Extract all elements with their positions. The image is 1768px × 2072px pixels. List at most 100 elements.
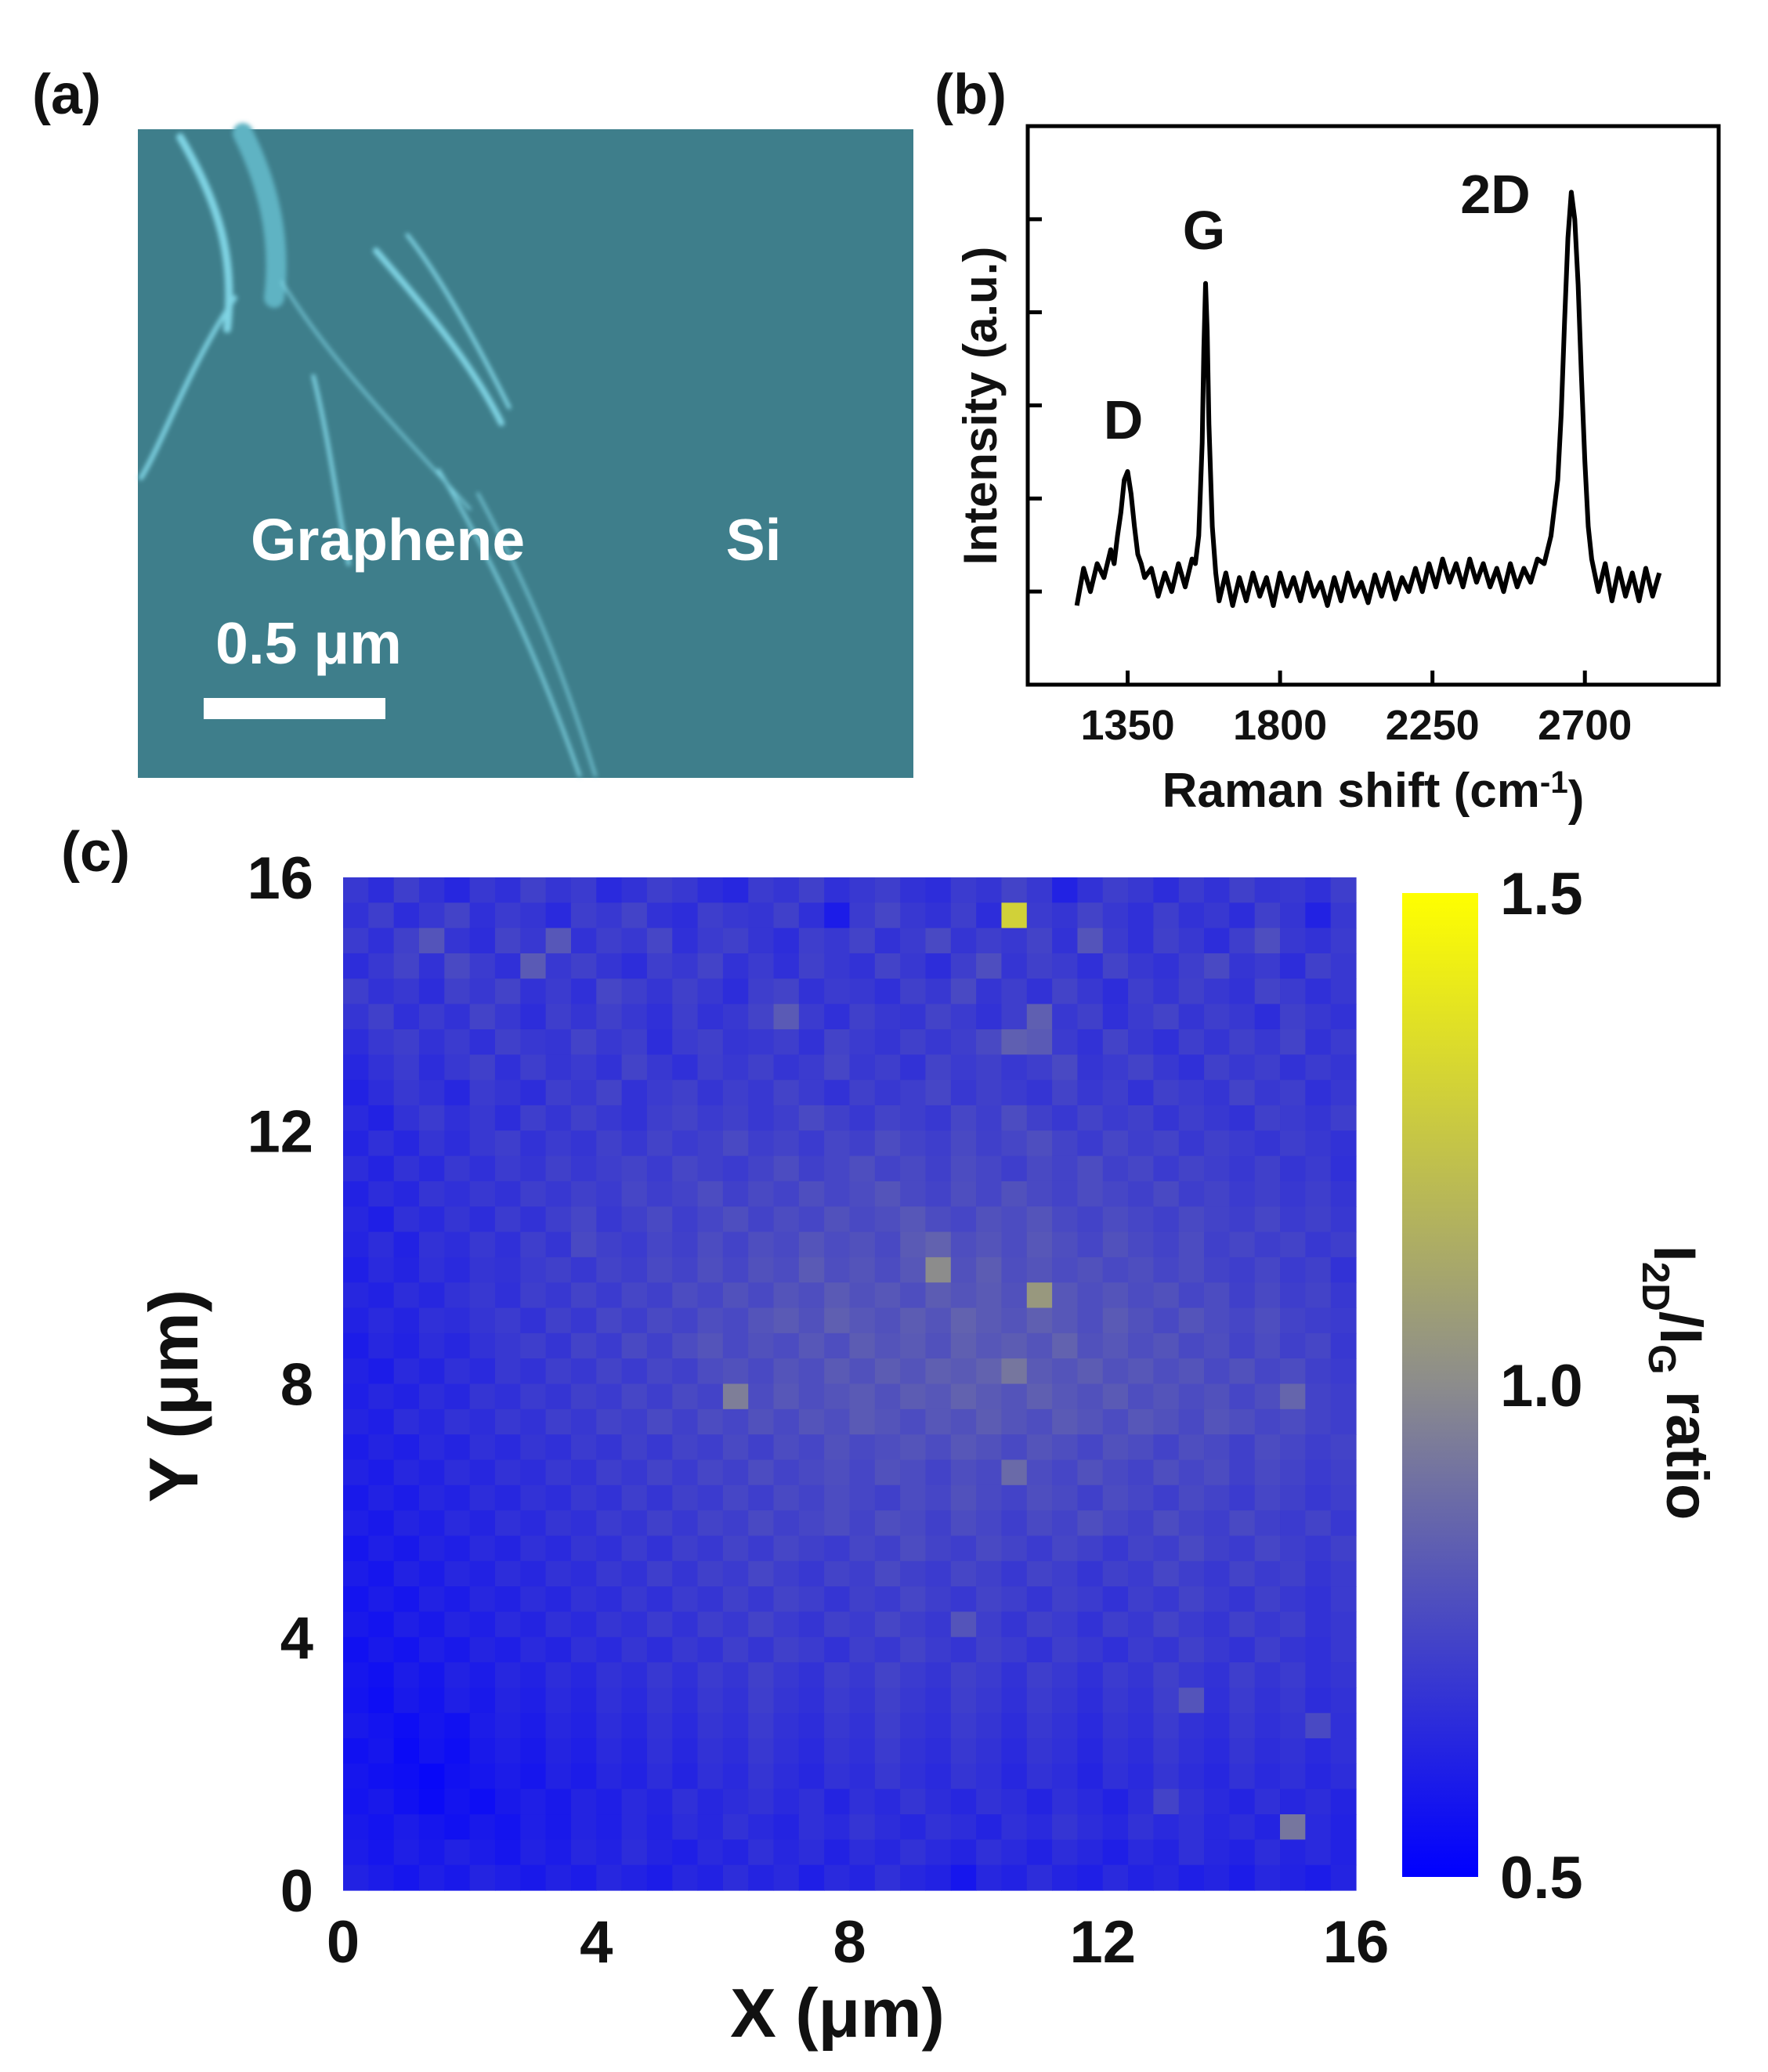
heatmap-cell (1052, 1814, 1079, 1840)
heatmap-cell (1052, 1105, 1079, 1131)
heatmap-cell (798, 1105, 825, 1131)
heatmap-cell (925, 1864, 952, 1891)
heatmap-cell (646, 1839, 673, 1866)
heatmap-cell (925, 1763, 952, 1790)
heatmap-cell (900, 877, 927, 903)
heatmap-cell (520, 1105, 547, 1131)
heatmap-cell (1229, 1788, 1256, 1815)
heatmap-cell (950, 1510, 977, 1537)
heatmap-cell (1229, 1257, 1256, 1283)
heatmap-cell (1102, 1434, 1129, 1461)
heatmap-cell (1052, 1839, 1079, 1866)
heatmap-cell (798, 1358, 825, 1385)
heatmap-cell (520, 1459, 547, 1486)
heatmap-cell (900, 1079, 927, 1106)
heatmap-cell (596, 1358, 623, 1385)
heatmap-cell (672, 1282, 699, 1309)
heatmap-cell (722, 1105, 749, 1131)
heatmap-cell (697, 1130, 724, 1157)
heatmap-cell (621, 877, 648, 903)
heatmap-cell (1178, 1662, 1205, 1688)
heatmap-cell (672, 877, 699, 903)
heatmap-cell (900, 1054, 927, 1081)
heatmap-cell (976, 1560, 1003, 1587)
heatmap-cell (343, 1383, 369, 1410)
heatmap-cell (697, 953, 724, 979)
heatmap-cell (1280, 1358, 1306, 1385)
heatmap-cell (596, 902, 623, 929)
heatmap-cell (672, 1636, 699, 1663)
heatmap-cell (1280, 1155, 1306, 1182)
heatmap-cell (722, 1054, 749, 1081)
heatmap-cell (1026, 902, 1053, 929)
heatmap-cell (1153, 1662, 1180, 1688)
heatmap-cell (1204, 1788, 1230, 1815)
heatmap-cell (393, 1535, 420, 1562)
heatmap-cell (976, 1003, 1003, 1030)
heatmap-cell (874, 1611, 901, 1638)
heatmap-cell (773, 1788, 800, 1815)
heatmap-cell (418, 1282, 445, 1309)
heatmap-cell (1153, 1358, 1180, 1385)
panel-label: (b) (935, 63, 1007, 126)
heatmap-cell (798, 1814, 825, 1840)
heatmap-cell (418, 1459, 445, 1486)
heatmap-cell (368, 1662, 395, 1688)
heatmap-cell (976, 1130, 1003, 1157)
heatmap-cell (1153, 1636, 1180, 1663)
heatmap-cell (1229, 1712, 1256, 1739)
heatmap-cell (469, 877, 496, 903)
heatmap-cell (874, 1484, 901, 1511)
heatmap-cell (1052, 1510, 1079, 1537)
heatmap-cell (824, 1333, 851, 1359)
heatmap-cell (1305, 877, 1332, 903)
heatmap-cell (368, 1105, 395, 1131)
heatmap-cell (1001, 1307, 1028, 1334)
heatmap-cell (1305, 1206, 1332, 1233)
heatmap-cell (1077, 877, 1104, 903)
heatmap-cell (469, 1206, 496, 1233)
heatmap-cell (798, 1459, 825, 1486)
heatmap-cell (748, 1560, 775, 1587)
heatmap-cell (824, 978, 851, 1005)
heatmap-cell (469, 1358, 496, 1385)
heatmap-cell (469, 1181, 496, 1207)
heatmap-cell (672, 1079, 699, 1106)
heatmap-cell (1305, 1586, 1332, 1613)
heatmap-cell (545, 1130, 572, 1157)
heatmap-cell (1001, 1788, 1028, 1815)
y-tick-label: 12 (247, 1098, 313, 1165)
heatmap-cell (545, 1307, 572, 1334)
heatmap-cell (900, 1130, 927, 1157)
heatmap-cell (1102, 1662, 1129, 1688)
heatmap-cell (672, 1662, 699, 1688)
heatmap-cell (1153, 928, 1180, 954)
heatmap-cell (1254, 953, 1281, 979)
heatmap-cell (393, 928, 420, 954)
heatmap-cell (773, 1864, 800, 1891)
wrinkles (139, 123, 597, 777)
heatmap-cell (1229, 1282, 1256, 1309)
heatmap-cell (976, 1383, 1003, 1410)
heatmap-cell (545, 1358, 572, 1385)
heatmap-cell (1128, 1738, 1155, 1764)
heatmap-cell (874, 1358, 901, 1385)
heatmap-cell (824, 902, 851, 929)
heatmap-cell (1229, 928, 1256, 954)
heatmap-cell (1077, 1662, 1104, 1688)
heatmap-cell (1052, 1307, 1079, 1334)
heatmap-cell (722, 1307, 749, 1334)
heatmap-cell (773, 1738, 800, 1764)
heatmap-cell (343, 1130, 369, 1157)
heatmap-cell (722, 1611, 749, 1638)
heatmap-cell (1204, 1459, 1230, 1486)
heatmap-cell (748, 877, 775, 903)
heatmap-cell (1153, 978, 1180, 1005)
heatmap-cell (1102, 1484, 1129, 1511)
heatmap-cell (1204, 953, 1230, 979)
heatmap-cell (596, 1864, 623, 1891)
heatmap-cell (976, 1814, 1003, 1840)
heatmap-cell (1229, 953, 1256, 979)
heatmap-cell (1077, 1434, 1104, 1461)
heatmap-cell (596, 1687, 623, 1714)
